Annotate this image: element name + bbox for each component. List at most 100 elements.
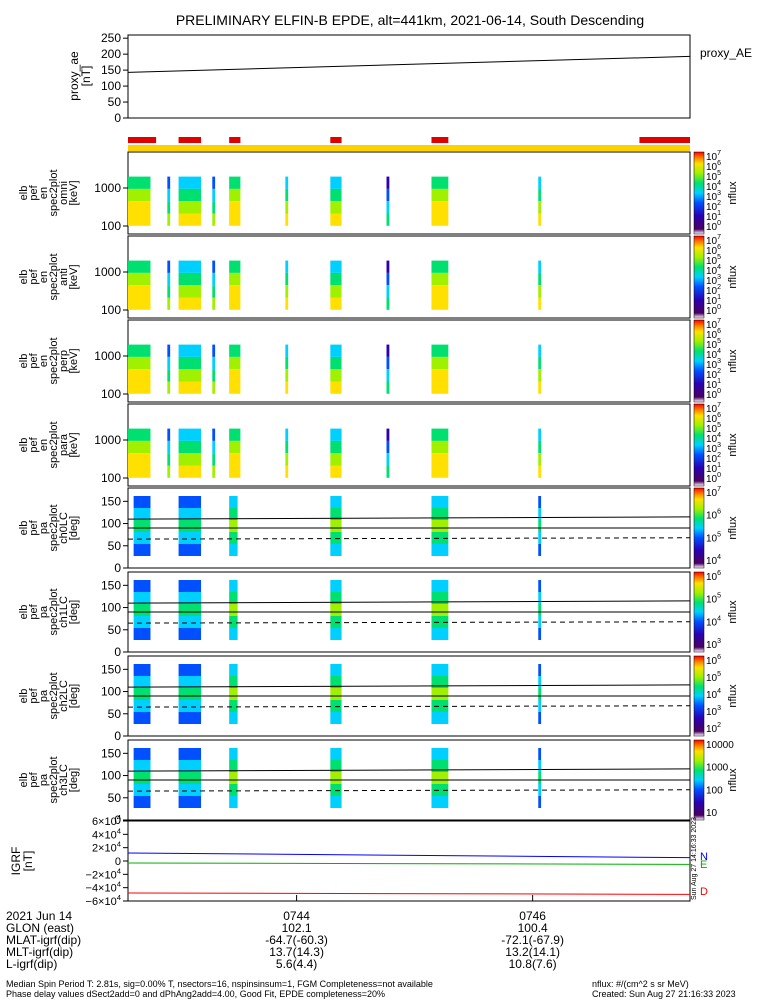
igrf-d-line xyxy=(127,892,691,895)
ylabel-line: elb xyxy=(18,773,30,788)
tick-exponent: 0 xyxy=(717,220,721,227)
ylabel-line: pef xyxy=(28,184,40,200)
pitch-angle-2-flux-cell xyxy=(431,700,449,712)
pitch-angle-2-flux-cell xyxy=(431,664,449,676)
energy-spectrogram-1-ylabel: elbpefenspec2plotanti[keV] xyxy=(18,253,80,300)
tick-base: 10 xyxy=(706,360,718,371)
pitch-angle-3-colorbar xyxy=(693,739,705,821)
tick-exponent: 0 xyxy=(717,304,721,311)
energy-spectrogram-2-flux-cell xyxy=(212,344,216,357)
pitch-angle-3-flux-cell xyxy=(178,772,202,784)
ylabel-line: omni xyxy=(58,181,70,205)
energy-spectrogram-1-flux-cell xyxy=(431,297,449,310)
tick-exponent: 6 xyxy=(717,509,721,516)
energy-spectrogram-0-flux-cell xyxy=(167,176,171,189)
energy-spectrogram-1-flux-cell xyxy=(128,272,151,286)
energy-spectrogram-1-colorbar-tick: 105 xyxy=(706,254,721,267)
energy-spectrogram-1-flux-cell xyxy=(386,260,390,273)
energy-spectrogram-3-flux-cell xyxy=(386,440,390,454)
ylabel-line: perp xyxy=(58,350,70,372)
energy-spectrogram-0-flux-cell xyxy=(431,176,449,189)
energy-spectrogram-3-flux-cell xyxy=(167,440,171,454)
ylabel-line: pef xyxy=(28,687,40,703)
proxy-ae-panel: 0 50 100 150 200 250 proxy_AE proxy_ae[nT] xyxy=(67,31,752,125)
proxy-ae-tick-label: 0 xyxy=(114,111,121,125)
pitch-angle-0-flux-cell xyxy=(431,544,449,556)
tick-base: 10 xyxy=(706,152,718,163)
ylabel-line: para xyxy=(58,433,70,456)
energy-spectrogram-0-flux-cell xyxy=(229,201,241,214)
tick-base: 10 xyxy=(706,222,718,233)
energy-spectrogram-3-flux-cell xyxy=(285,465,289,478)
energy-spectrogram-0-flux-cell xyxy=(538,213,542,226)
energy-spectrogram-3-flux-cell xyxy=(212,453,216,466)
energy-spectrogram-1-flux-cell xyxy=(128,285,151,298)
pitch-angle-3-flux-cell xyxy=(133,796,151,808)
tick-exponent: 5 xyxy=(717,531,721,538)
tick-base: 10 xyxy=(706,266,718,277)
proxy-ae-tick-label: 50 xyxy=(108,95,122,109)
pitch-angle-2-flux-cell xyxy=(330,700,342,712)
pitch-angle-1-flux-cell xyxy=(538,616,542,628)
pitch-angle-0-flux-cell xyxy=(178,496,202,508)
ylabel-line: elb xyxy=(18,689,30,704)
tick-base: 10 xyxy=(706,380,718,391)
tick-base: 10 xyxy=(706,256,718,267)
energy-spectrogram-3-flux-cell xyxy=(229,465,241,478)
igrf-e-line xyxy=(127,862,691,865)
ephemeris-row-label: 2021 Jun 14 xyxy=(6,909,72,923)
ephemeris-row-label: L-igrf(dip) xyxy=(6,957,57,971)
energy-spectrogram-2-flux-cell xyxy=(212,369,216,382)
pitch-angle-0-flux-cell xyxy=(538,508,542,520)
pitch-angle-1-ylabel: elbpefpaspec2plotch1LC[deg] xyxy=(18,588,80,635)
tick-base: 0 xyxy=(115,856,121,868)
tick-exponent: 4 xyxy=(117,840,122,849)
tick-base: 10 xyxy=(706,444,718,455)
ylabel-line: pa xyxy=(38,689,50,702)
pitch-angle-3-colorbar-tick: 100 xyxy=(706,785,723,796)
pitch-angle-2-colorbar-tick: 105 xyxy=(706,671,721,684)
loss-cone-line xyxy=(127,684,691,688)
pitch-angle-1-colorbar-label: nflux xyxy=(727,600,739,624)
energy-spectrogram-1-colorbar xyxy=(693,235,705,319)
energy-spectrogram-2-flux-cell xyxy=(128,369,151,382)
energy-spectrogram-1-flux-cell xyxy=(178,260,202,273)
pa-tick-label: 0 xyxy=(114,645,121,659)
tick-base: 10 xyxy=(706,464,718,475)
tick-exponent: 2 xyxy=(717,452,721,459)
energy-spectrogram-3-flux-cell xyxy=(212,440,216,454)
pitch-angle-2-flux-cell xyxy=(229,712,238,724)
footer-created: Created: Sun Aug 27 21:16:33 2023 xyxy=(592,989,736,999)
pitch-angle-1-flux-cell xyxy=(330,604,342,616)
pitch-angle-0-flux-cell xyxy=(330,508,342,520)
pa-tick-label: 150 xyxy=(101,494,121,508)
pitch-angle-2-colorbar-tick: 103 xyxy=(706,705,721,718)
ephemeris-value: 0746 xyxy=(519,909,546,923)
tick-base: 10 xyxy=(706,474,718,485)
pitch-angle-3-flux-cell xyxy=(178,748,202,760)
energy-spectrogram-3-colorbar-tick: 105 xyxy=(706,422,721,435)
tick-exponent: 4 xyxy=(717,432,721,439)
energy-spectrogram-0-ylabel: elbpefenspec2plotomni[keV] xyxy=(18,169,80,216)
pitch-angle-0-colorbar xyxy=(693,487,705,569)
pa-tick-label: 0 xyxy=(114,729,121,743)
pa-tick-label: 0 xyxy=(114,813,121,827)
tick-exponent: 6 xyxy=(717,160,721,167)
tick-exponent: 4 xyxy=(717,180,721,187)
energy-spectrogram-1-colorbar-tick: 100 xyxy=(706,304,721,317)
proxy-ae-line xyxy=(127,55,691,73)
tick-exponent: 5 xyxy=(717,593,721,600)
tick-base: 10 xyxy=(706,370,718,381)
energy-spectrogram-1-flux-cell xyxy=(431,260,449,273)
ephemeris-value: 10.8(7.6) xyxy=(509,957,557,971)
pa-tick-label: 50 xyxy=(108,707,122,721)
energy-spectrogram-1-flux-cell xyxy=(386,272,390,286)
energy-spectrogram-2-flux-cell xyxy=(386,381,390,394)
pitch-angle-1-flux-cell xyxy=(229,616,238,628)
pa-tick-label: 0 xyxy=(114,561,121,575)
tick-base: 10 xyxy=(706,424,718,435)
pitch-angle-3-colorbar-tick: 10 xyxy=(706,808,718,819)
energy-spectrogram-1-flux-cell xyxy=(386,285,390,298)
ephemeris-value: 13.7(14.3) xyxy=(269,945,324,959)
energy-spectrogram-0-flux-cell xyxy=(229,213,241,226)
